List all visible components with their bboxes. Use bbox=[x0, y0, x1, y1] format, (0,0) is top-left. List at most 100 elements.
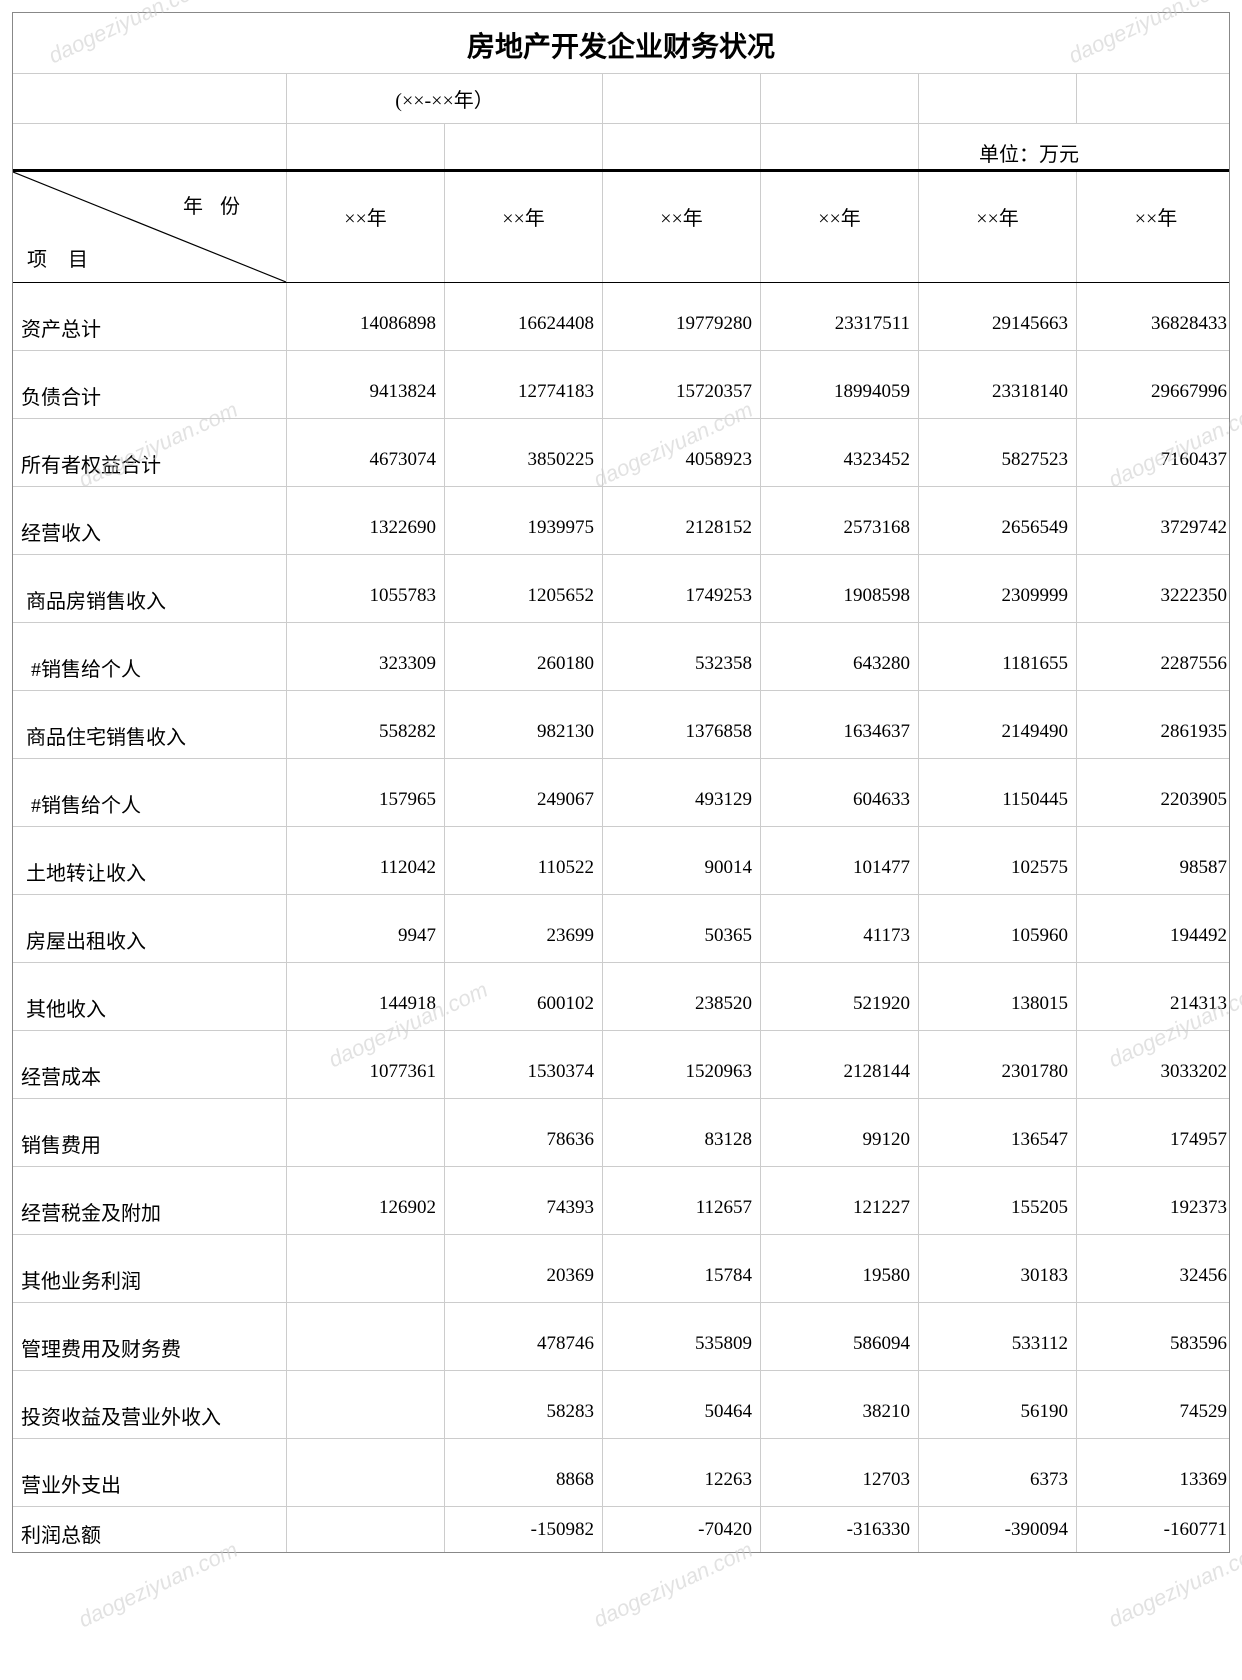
data-cell: 2309999 bbox=[919, 555, 1077, 622]
row-label: #销售给个人 bbox=[13, 759, 287, 826]
header-item-label: 项 目 bbox=[27, 243, 96, 272]
row-label: 房屋出租收入 bbox=[13, 895, 287, 962]
data-cell: 9413824 bbox=[287, 351, 445, 418]
table-row: 房屋出租收入9947236995036541173105960194492 bbox=[13, 895, 1229, 963]
subtitle-spacer bbox=[919, 74, 1077, 123]
unit-spacer bbox=[287, 124, 445, 169]
data-cell: -160771 bbox=[1077, 1507, 1235, 1552]
data-cell: 1077361 bbox=[287, 1031, 445, 1098]
subtitle-spacer bbox=[13, 74, 287, 123]
row-label: 土地转让收入 bbox=[13, 827, 287, 894]
data-cell: 2573168 bbox=[761, 487, 919, 554]
table-row: #销售给个人1579652490674931296046331150445220… bbox=[13, 759, 1229, 827]
data-cell: 493129 bbox=[603, 759, 761, 826]
data-cell: 4673074 bbox=[287, 419, 445, 486]
data-cell: 1055783 bbox=[287, 555, 445, 622]
data-cell: 74529 bbox=[1077, 1371, 1235, 1438]
data-cell: 3033202 bbox=[1077, 1031, 1235, 1098]
data-cell: 12774183 bbox=[445, 351, 603, 418]
data-cell: 982130 bbox=[445, 691, 603, 758]
row-label: 其他业务利润 bbox=[13, 1235, 287, 1302]
table-row: 商品房销售收入105578312056521749253190859823099… bbox=[13, 555, 1229, 623]
unit-spacer bbox=[603, 124, 761, 169]
data-cell: 83128 bbox=[603, 1099, 761, 1166]
table-row: 商品住宅销售收入55828298213013768581634637214949… bbox=[13, 691, 1229, 759]
table-title: 房地产开发企业财务状况 bbox=[13, 13, 1229, 74]
data-cell: 19779280 bbox=[603, 283, 761, 350]
financial-table: 房地产开发企业财务状况 (××-××年） 单位：万元 年 份 项 目 bbox=[12, 12, 1230, 1553]
data-cell: 194492 bbox=[1077, 895, 1235, 962]
data-cell: 15720357 bbox=[603, 351, 761, 418]
data-cell: 3222350 bbox=[1077, 555, 1235, 622]
row-label: 管理费用及财务费 bbox=[13, 1303, 287, 1370]
table-row: 所有者权益合计467307438502254058923432345258275… bbox=[13, 419, 1229, 487]
data-cell: 121227 bbox=[761, 1167, 919, 1234]
data-cell: 532358 bbox=[603, 623, 761, 690]
data-cell: 1520963 bbox=[603, 1031, 761, 1098]
row-label: 利润总额 bbox=[13, 1507, 287, 1552]
year-header: ××年 bbox=[1077, 172, 1235, 282]
header-row: 年 份 项 目 ××年 ××年 ××年 ××年 ××年 ××年 bbox=[13, 172, 1229, 283]
data-cell bbox=[287, 1507, 445, 1552]
data-cell: 192373 bbox=[1077, 1167, 1235, 1234]
data-cell: 19580 bbox=[761, 1235, 919, 1302]
data-cell: 323309 bbox=[287, 623, 445, 690]
data-cell: 1634637 bbox=[761, 691, 919, 758]
data-cell: 174957 bbox=[1077, 1099, 1235, 1166]
row-label: 商品房销售收入 bbox=[13, 555, 287, 622]
data-cell: 112042 bbox=[287, 827, 445, 894]
data-cell: 14086898 bbox=[287, 283, 445, 350]
data-cell: 99120 bbox=[761, 1099, 919, 1166]
data-cell: 1181655 bbox=[919, 623, 1077, 690]
data-cell: 2301780 bbox=[919, 1031, 1077, 1098]
year-header: ××年 bbox=[761, 172, 919, 282]
data-cell: 12263 bbox=[603, 1439, 761, 1506]
table-row: 经营税金及附加126902743931126571212271552051923… bbox=[13, 1167, 1229, 1235]
unit-spacer bbox=[13, 124, 287, 169]
row-label: 商品住宅销售收入 bbox=[13, 691, 287, 758]
data-cell: 9947 bbox=[287, 895, 445, 962]
unit-spacer bbox=[761, 124, 919, 169]
data-cell: 3850225 bbox=[445, 419, 603, 486]
subtitle-year-range: (××-××年） bbox=[287, 74, 603, 123]
data-cell: 2656549 bbox=[919, 487, 1077, 554]
unit-row: 单位：万元 bbox=[13, 124, 1229, 172]
diagonal-header-cell: 年 份 项 目 bbox=[13, 172, 287, 282]
table-row: 土地转让收入1120421105229001410147710257598587 bbox=[13, 827, 1229, 895]
table-row: 管理费用及财务费478746535809586094533112583596 bbox=[13, 1303, 1229, 1371]
data-cell: 1749253 bbox=[603, 555, 761, 622]
data-cell: 2203905 bbox=[1077, 759, 1235, 826]
data-cell: 36828433 bbox=[1077, 283, 1235, 350]
data-cell: 41173 bbox=[761, 895, 919, 962]
data-cell: 2128152 bbox=[603, 487, 761, 554]
row-label: 投资收益及营业外收入 bbox=[13, 1371, 287, 1438]
data-cell: 157965 bbox=[287, 759, 445, 826]
data-cell: 249067 bbox=[445, 759, 603, 826]
data-cell: 1530374 bbox=[445, 1031, 603, 1098]
subtitle-spacer bbox=[761, 74, 919, 123]
row-label: 销售费用 bbox=[13, 1099, 287, 1166]
data-cell: 2861935 bbox=[1077, 691, 1235, 758]
table-row: 营业外支出88681226312703637313369 bbox=[13, 1439, 1229, 1507]
data-cell: 38210 bbox=[761, 1371, 919, 1438]
data-cell: 1376858 bbox=[603, 691, 761, 758]
data-cell: 56190 bbox=[919, 1371, 1077, 1438]
data-cell: 58283 bbox=[445, 1371, 603, 1438]
subtitle-spacer bbox=[1077, 74, 1235, 123]
row-label: 负债合计 bbox=[13, 351, 287, 418]
row-label: 资产总计 bbox=[13, 283, 287, 350]
data-cell: 32456 bbox=[1077, 1235, 1235, 1302]
data-cell: 600102 bbox=[445, 963, 603, 1030]
table-row: 经营成本107736115303741520963212814423017803… bbox=[13, 1031, 1229, 1099]
data-cell: 533112 bbox=[919, 1303, 1077, 1370]
data-cell: 90014 bbox=[603, 827, 761, 894]
data-cell: 16624408 bbox=[445, 283, 603, 350]
data-cell: 50365 bbox=[603, 895, 761, 962]
data-cell: 214313 bbox=[1077, 963, 1235, 1030]
data-cell bbox=[287, 1439, 445, 1506]
data-cell: 12703 bbox=[761, 1439, 919, 1506]
data-cell: 8868 bbox=[445, 1439, 603, 1506]
data-cell: 20369 bbox=[445, 1235, 603, 1302]
data-cell: 78636 bbox=[445, 1099, 603, 1166]
data-cell: 5827523 bbox=[919, 419, 1077, 486]
